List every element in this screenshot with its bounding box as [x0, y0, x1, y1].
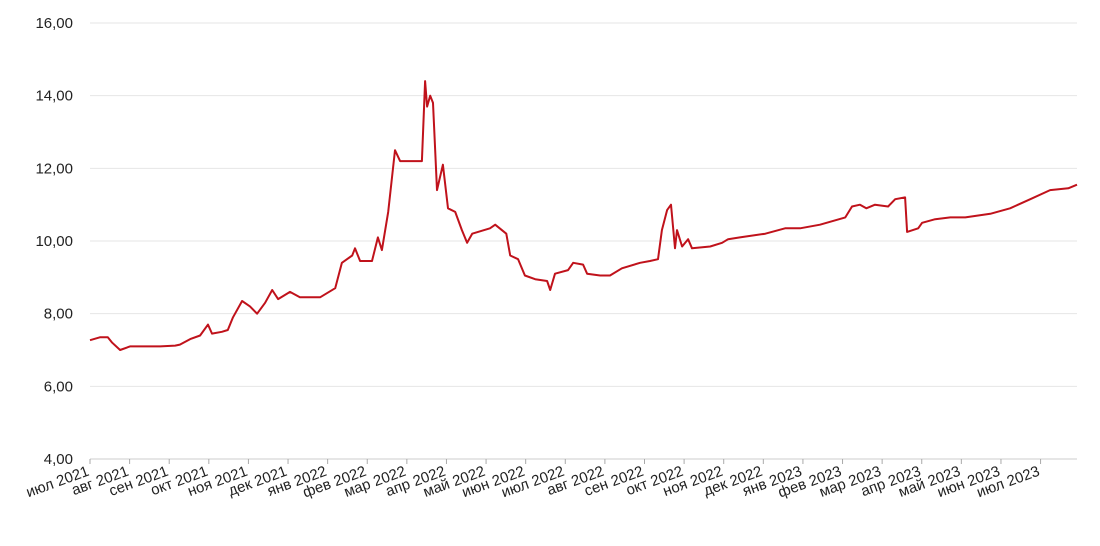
y-tick-label: 10,00	[35, 233, 73, 250]
y-tick-label: 16,00	[35, 15, 73, 32]
y-tick-label: 8,00	[44, 306, 73, 323]
y-tick-label: 12,00	[35, 160, 73, 177]
y-tick-label: 4,00	[44, 451, 73, 468]
y-tick-label: 6,00	[44, 378, 73, 395]
y-tick-label: 14,00	[35, 88, 73, 105]
line	[89, 80, 1078, 351]
